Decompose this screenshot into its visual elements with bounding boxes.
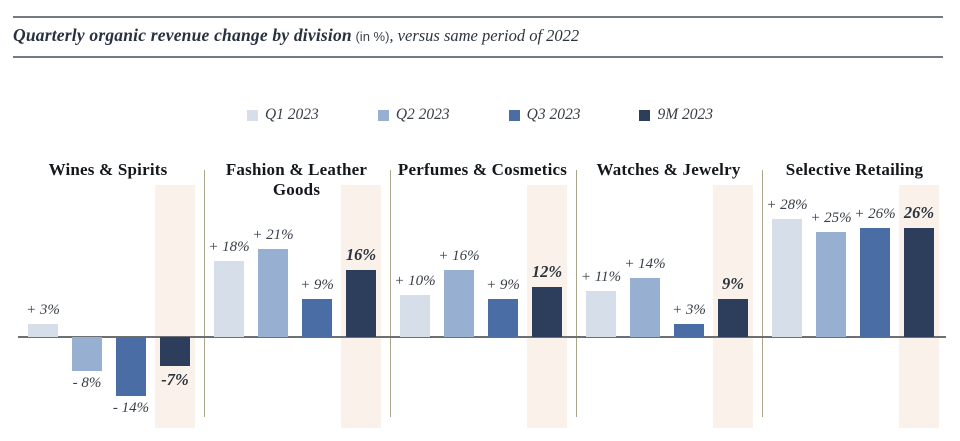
division-title: Fashion & Leather Goods [225, 160, 368, 199]
bar-q1-2023 [214, 261, 244, 337]
bar-value-label: + 9% [300, 277, 334, 293]
legend-label: Q3 2023 [526, 106, 581, 123]
division-title: Watches & Jewelry [596, 160, 741, 179]
title-bottom-rule [13, 56, 943, 58]
division-title: Selective Retailing [785, 160, 924, 179]
bar-value-label: + 21% [252, 227, 294, 243]
bar-q2-2023 [630, 278, 660, 337]
bar-q2-2023 [444, 270, 474, 337]
bar-value-label: + 16% [438, 248, 480, 264]
bar-q3-2023 [674, 324, 704, 337]
page-title-suffix: , versus same period of 2022 [389, 26, 580, 45]
bar-value-label: + 11% [580, 269, 622, 285]
bar-value-label: + 14% [624, 256, 666, 272]
bar-value-label: + 9% [486, 277, 520, 293]
bar-q2-2023 [816, 232, 846, 337]
bar-9m-2023 [904, 228, 934, 337]
x-axis-line [18, 336, 946, 338]
bar-q3-2023 [302, 299, 332, 337]
division-title: Perfumes & Cosmetics [397, 160, 568, 179]
bar-9m-2023 [532, 287, 562, 337]
bar-q3-2023 [488, 299, 518, 337]
page-title-main: Quarterly organic revenue change by divi… [13, 25, 352, 45]
legend-swatch-icon [377, 109, 389, 121]
bar-value-label: 26% [903, 203, 935, 222]
bar-q2-2023 [72, 337, 102, 371]
bar-q2-2023 [258, 249, 288, 337]
bar-9m-2023 [346, 270, 376, 337]
division-title: Wines & Spirits [48, 160, 168, 179]
legend-swatch-icon [639, 109, 651, 121]
legend-swatch-icon [246, 109, 258, 121]
bar-q1-2023 [400, 295, 430, 337]
bar-value-label: + 18% [208, 239, 250, 255]
legend-item-q1-2023: Q1 2023 [246, 106, 319, 124]
bar-value-label: + 3% [672, 302, 706, 318]
bar-value-label: - 8% [72, 375, 102, 391]
legend-label: 9M 2023 [657, 106, 714, 123]
bar-q1-2023 [586, 291, 616, 337]
legend-item-9m-2023: 9M 2023 [639, 106, 713, 124]
bar-9m-2023 [160, 337, 190, 366]
bar-value-label: 12% [531, 262, 563, 281]
bar-value-label: + 10% [394, 273, 436, 289]
page-title: Quarterly organic revenue change by divi… [13, 25, 943, 46]
bar-q1-2023 [772, 219, 802, 337]
bar-value-label: + 28% [766, 197, 808, 213]
title-top-rule [13, 16, 943, 18]
legend-item-q3-2023: Q3 2023 [508, 106, 581, 124]
legend-item-q2-2023: Q2 2023 [377, 106, 450, 124]
bar-q3-2023 [860, 228, 890, 337]
bar-value-label: + 3% [26, 302, 60, 318]
bar-9m-2023 [718, 299, 748, 337]
bar-value-label: -7% [161, 370, 189, 389]
page-title-unit: (in %) [351, 29, 390, 44]
bar-q3-2023 [116, 337, 146, 396]
division-divider [389, 170, 391, 417]
legend-swatch-icon [508, 109, 520, 121]
division-divider [575, 170, 577, 417]
bar-q1-2023 [28, 324, 58, 337]
division-divider [203, 170, 205, 417]
bar-value-label: + 26% [854, 206, 896, 222]
legend-label: Q2 2023 [395, 106, 450, 123]
bar-value-label: - 14% [112, 400, 150, 416]
legend-label: Q1 2023 [264, 106, 319, 123]
bar-value-label: + 25% [810, 210, 852, 226]
bar-value-label: 16% [345, 245, 377, 264]
division-divider [761, 170, 763, 417]
bar-value-label: 9% [722, 274, 744, 293]
highlight-band [155, 185, 195, 428]
legend: Q1 2023 Q2 2023 Q3 2023 9M 2023 [0, 106, 960, 124]
